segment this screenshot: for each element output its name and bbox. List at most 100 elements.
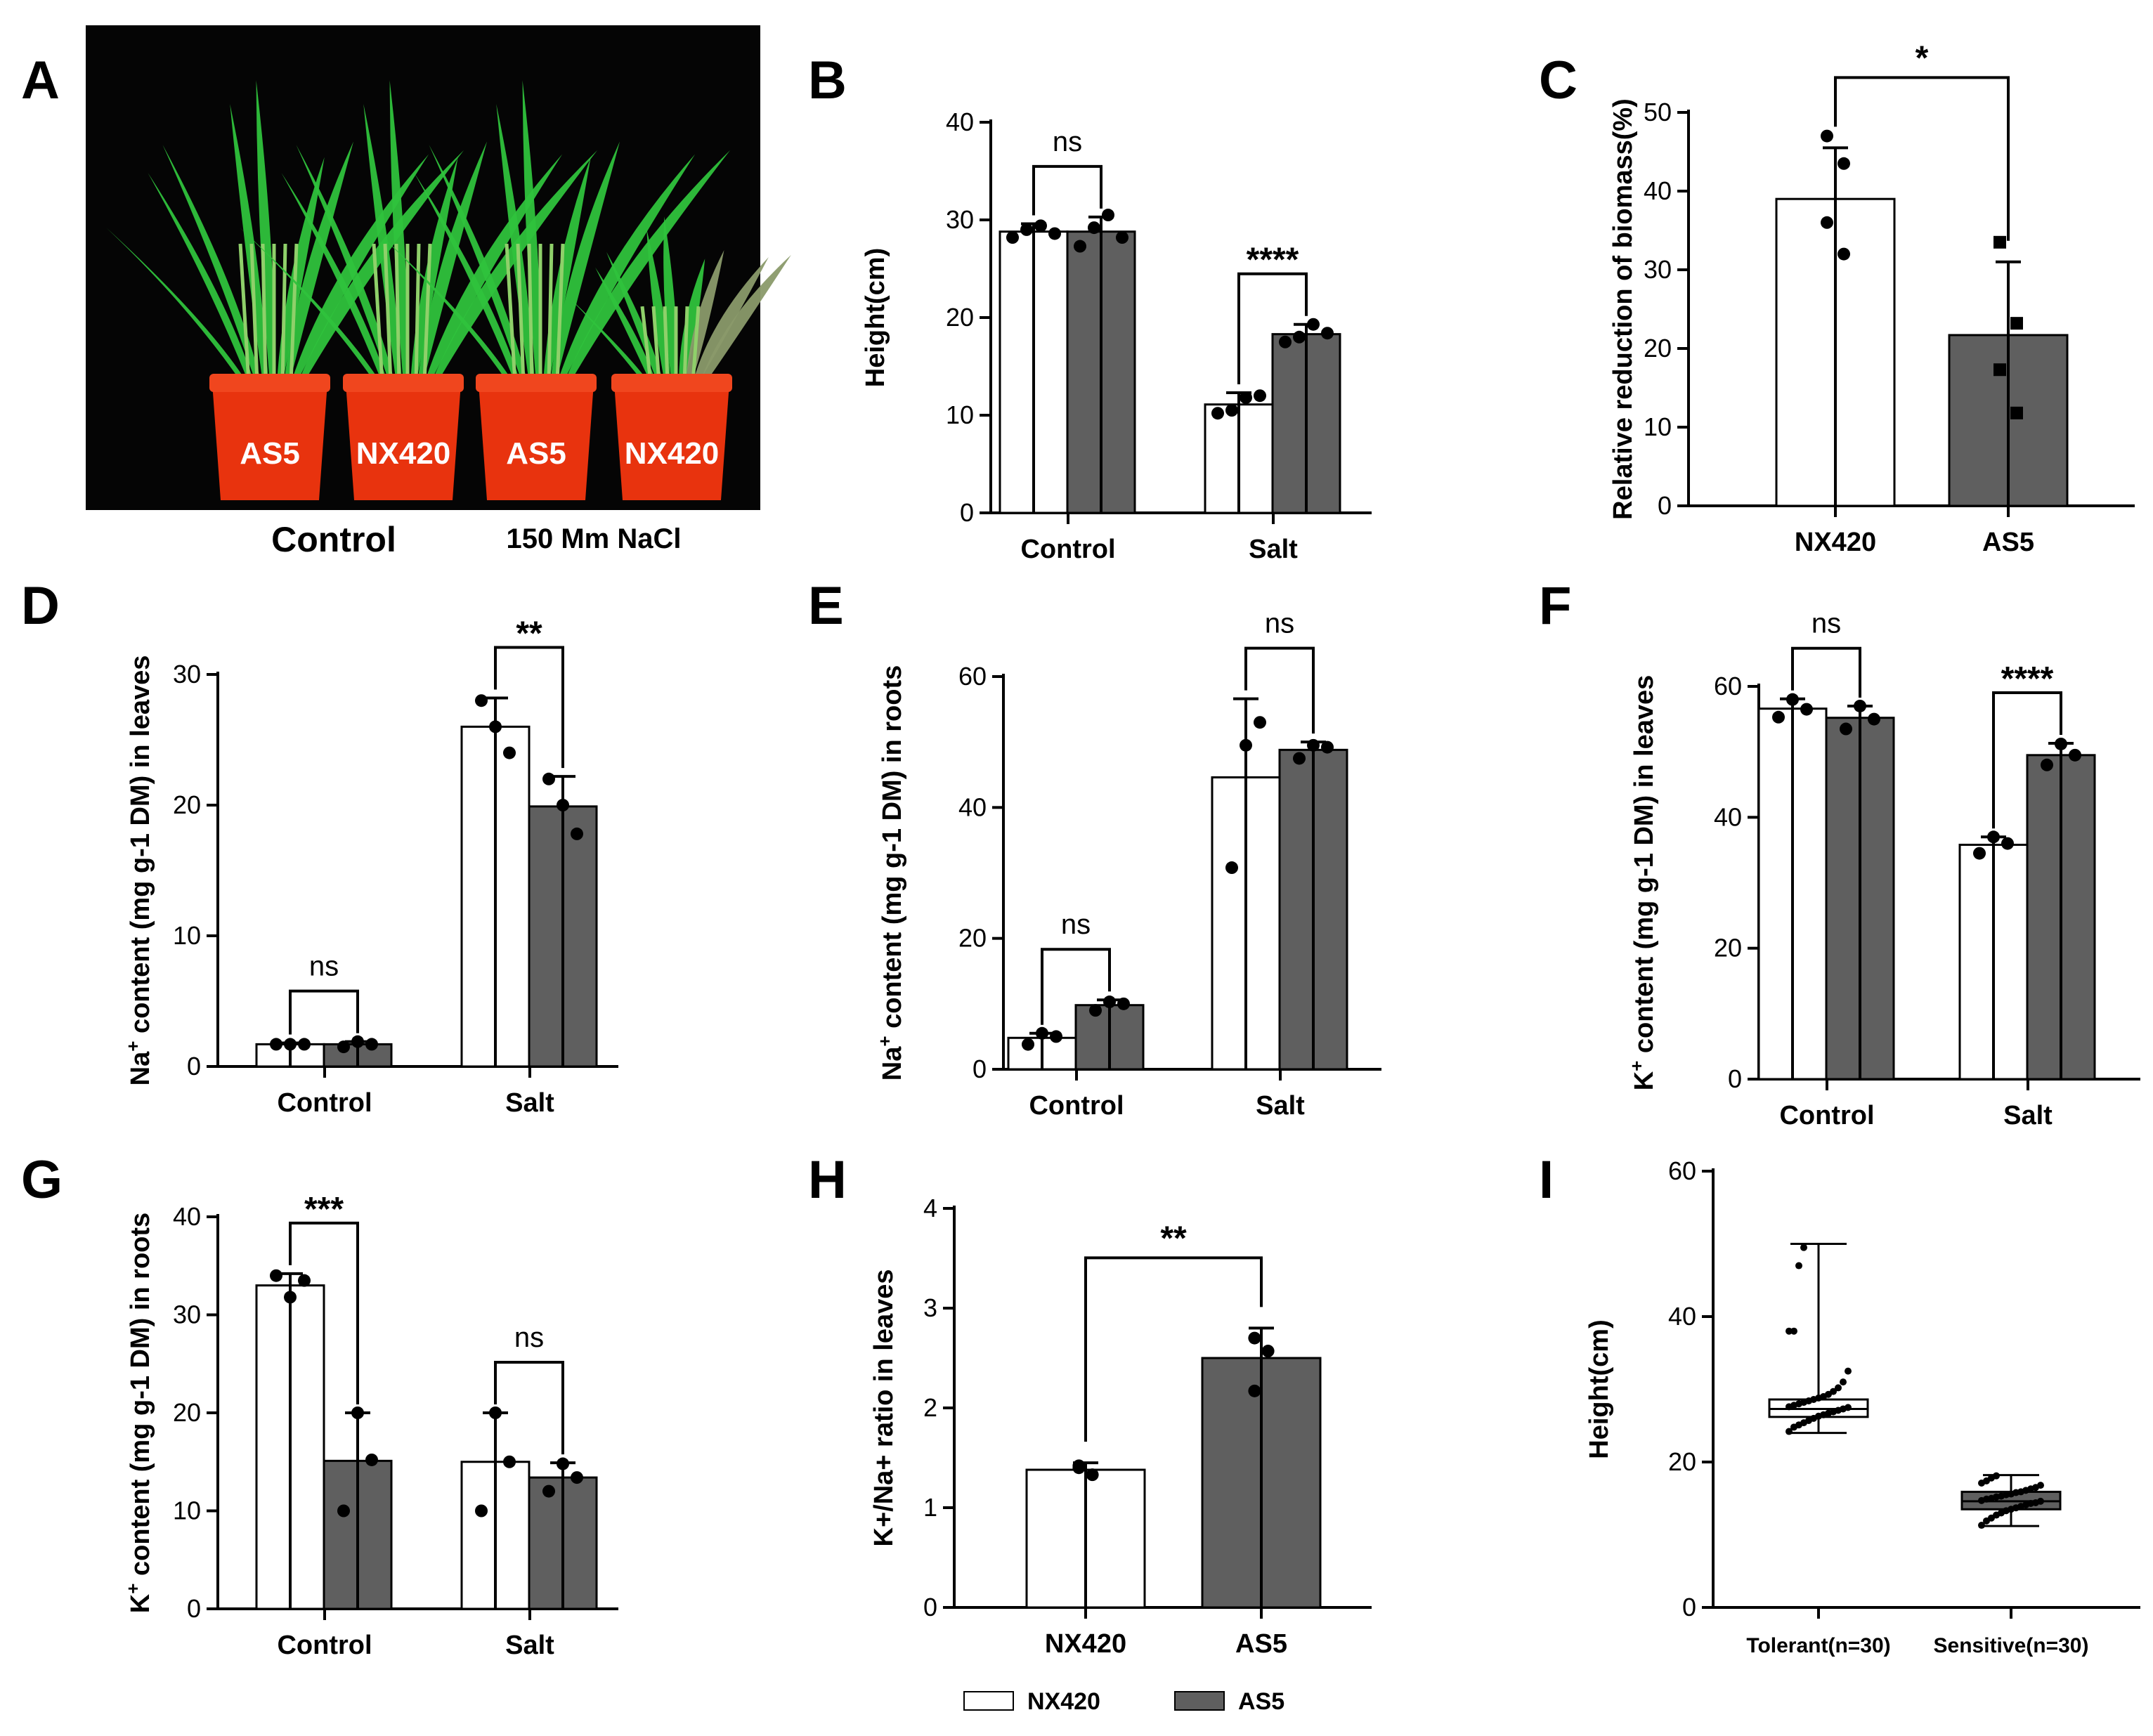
chart-g: G 0 10 20 30 40 Control Salt K+ content (mg g-1 … [21, 1150, 618, 1660]
data-point [270, 1038, 282, 1051]
chart-f: F 0 20 40 60 Control Salt K+ content (mg g-1 DM… [1539, 576, 2140, 1130]
data-point [1993, 363, 2006, 377]
panel-label-f: F [1539, 576, 1571, 636]
data-point [1307, 318, 1320, 331]
y-tick-label: 1 [923, 1493, 937, 1522]
data-point [1854, 699, 1866, 712]
y-axis-label: K+ content (mg g-1 DM) in leaves [1626, 675, 1659, 1091]
leaf [414, 173, 521, 384]
leaf [543, 157, 591, 383]
stem [280, 243, 287, 384]
data-point [1987, 830, 2000, 844]
y-axis-label-ion: K [126, 1593, 155, 1613]
data-point [475, 1504, 488, 1518]
significance-bracket [1084, 1256, 1263, 1442]
data-point [571, 1471, 583, 1484]
data-point [1845, 1367, 1852, 1375]
data-point [1993, 1472, 2000, 1480]
y-tick-label: 20 [173, 1398, 201, 1427]
data-point [1786, 693, 1799, 706]
data-point [1088, 221, 1100, 235]
y-tick-label: 0 [973, 1055, 987, 1083]
stem [414, 243, 421, 384]
data-point [2010, 406, 2023, 419]
chart-b: B 0 10 20 30 40 Control Salt Height(cm) ns **** [808, 51, 1372, 564]
caption-control: Control [271, 520, 396, 559]
data-point [557, 1457, 569, 1470]
stem [651, 306, 661, 384]
panel-label-c: C [1539, 51, 1578, 110]
chart-e: E 0 20 40 60 Control Salt Na+ content (mg g-1 D… [808, 576, 1381, 1121]
pot-label: AS5 [506, 436, 566, 471]
data-point [1973, 847, 1986, 860]
data-point [1821, 216, 1833, 229]
data-point [1978, 1522, 1985, 1529]
data-point [542, 1484, 555, 1498]
leaf [296, 145, 395, 383]
data-point [1279, 335, 1292, 348]
significance-bracket [1237, 272, 1308, 385]
panel-a-photo: A AS5 NX420 AS5 NX420 Control 150 Mm NaCl [21, 25, 791, 559]
x-tick-label: Salt [1249, 535, 1298, 564]
y-tick-label: 3 [923, 1293, 937, 1322]
y-tick-label: 0 [187, 1594, 201, 1623]
leaf [284, 141, 354, 383]
data-point [1321, 327, 1334, 340]
panel-label-i: I [1539, 1150, 1554, 1210]
legend-label-as5: AS5 [1238, 1688, 1284, 1715]
significance-label: ns [1053, 126, 1082, 157]
data-point [1240, 738, 1252, 752]
stem [527, 243, 534, 384]
significance-bracket [1032, 164, 1102, 216]
y-axis-label-sup: + [122, 1584, 143, 1594]
data-point [1248, 1331, 1261, 1345]
y-tick-label: 0 [960, 498, 974, 527]
stem [422, 243, 432, 384]
y-tick-label: 30 [946, 205, 974, 234]
y-tick-label: 20 [173, 790, 201, 819]
leaf [700, 254, 791, 383]
legend-swatch-as5 [1174, 1691, 1225, 1711]
data-point [2001, 837, 2014, 850]
data-point [1293, 752, 1306, 765]
stem [682, 306, 689, 384]
data-point [503, 1455, 516, 1468]
significance-label: ns [1265, 608, 1294, 639]
data-point [2041, 758, 2053, 771]
y-tick-label: 60 [1714, 672, 1742, 700]
leaf [230, 103, 268, 383]
data-point [2010, 317, 2023, 330]
y-axis-label: Na+ content (mg g-1 DM) in roots [874, 665, 907, 1081]
data-point [1840, 1378, 1847, 1386]
x-tick-label: Tolerant(n=30) [1746, 1634, 1890, 1657]
caption-salt: 150 Mm NaCl [507, 523, 682, 554]
significance-label: ** [516, 615, 542, 652]
y-axis-label-text: content (mg g-1 DM) in roots [126, 1213, 155, 1584]
data-point [489, 1407, 502, 1419]
data-point [1074, 240, 1086, 253]
y-axis-label-sup: + [1626, 1061, 1647, 1071]
data-point [1240, 391, 1252, 404]
y-tick-label: 4 [923, 1194, 937, 1222]
x-tick-label: AS5 [1235, 1629, 1287, 1659]
significance-bracket [289, 1221, 359, 1404]
pot-label: NX420 [625, 436, 720, 471]
x-tick-label: Salt [505, 1631, 554, 1660]
y-tick-label: 60 [958, 662, 987, 691]
data-point [1116, 231, 1128, 244]
data-point [1103, 996, 1116, 1009]
y-tick-label: 10 [1644, 412, 1672, 441]
y-tick-label: 40 [1668, 1302, 1696, 1331]
leaf [606, 252, 663, 383]
data-point [1293, 330, 1306, 344]
data-point [1830, 1388, 1837, 1395]
significance-bracket [1834, 76, 2010, 241]
data-point [542, 772, 555, 785]
chart-i: I 0 20 40 60 Tolerant(n=30) Sensitive(n=30) Hei… [1539, 1150, 2140, 1657]
stem [289, 243, 299, 384]
data-point [571, 827, 583, 840]
leaf [298, 150, 464, 383]
data-point [503, 746, 516, 759]
pot-label: AS5 [240, 436, 300, 471]
stem [383, 243, 393, 384]
